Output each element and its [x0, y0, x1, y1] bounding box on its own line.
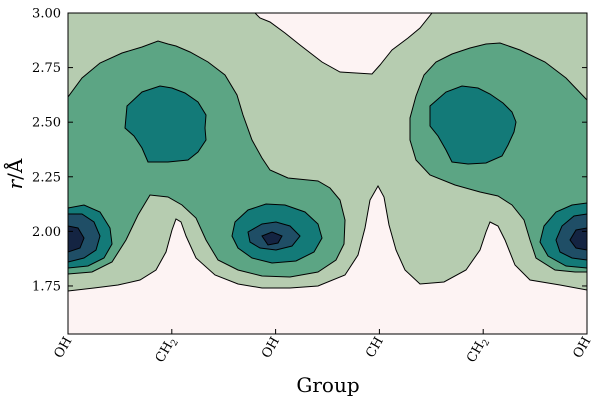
x-tick-label-main: OH [51, 335, 75, 362]
x-tick-label: CH [363, 335, 387, 361]
x-tick-label: OH [51, 335, 75, 362]
y-axis-title: r/Å [2, 158, 27, 189]
x-tick-label: CH2 [464, 335, 492, 367]
x-axis-title: Group [296, 373, 359, 397]
x-axis: OH CH2 OH CH CH2 OH [51, 329, 594, 366]
y-tick-label: 2.75 [32, 61, 61, 76]
y-tick-label: 2.50 [32, 116, 61, 131]
x-tick-label: OH [570, 335, 594, 362]
x-tick-label: CH2 [153, 335, 181, 367]
y-tick-label: 3.00 [32, 7, 61, 22]
y-tick-label: 2.25 [32, 170, 61, 185]
x-tick-label-main: OH [259, 335, 283, 362]
x-tick-label-main: CH [363, 335, 387, 361]
x-tick-label-main: OH [570, 335, 594, 362]
y-axis-unit: /Å [2, 158, 27, 180]
y-tick-label: 2.00 [32, 225, 61, 240]
y-tick-label: 1.75 [32, 279, 61, 294]
x-tick-label: OH [259, 335, 283, 362]
